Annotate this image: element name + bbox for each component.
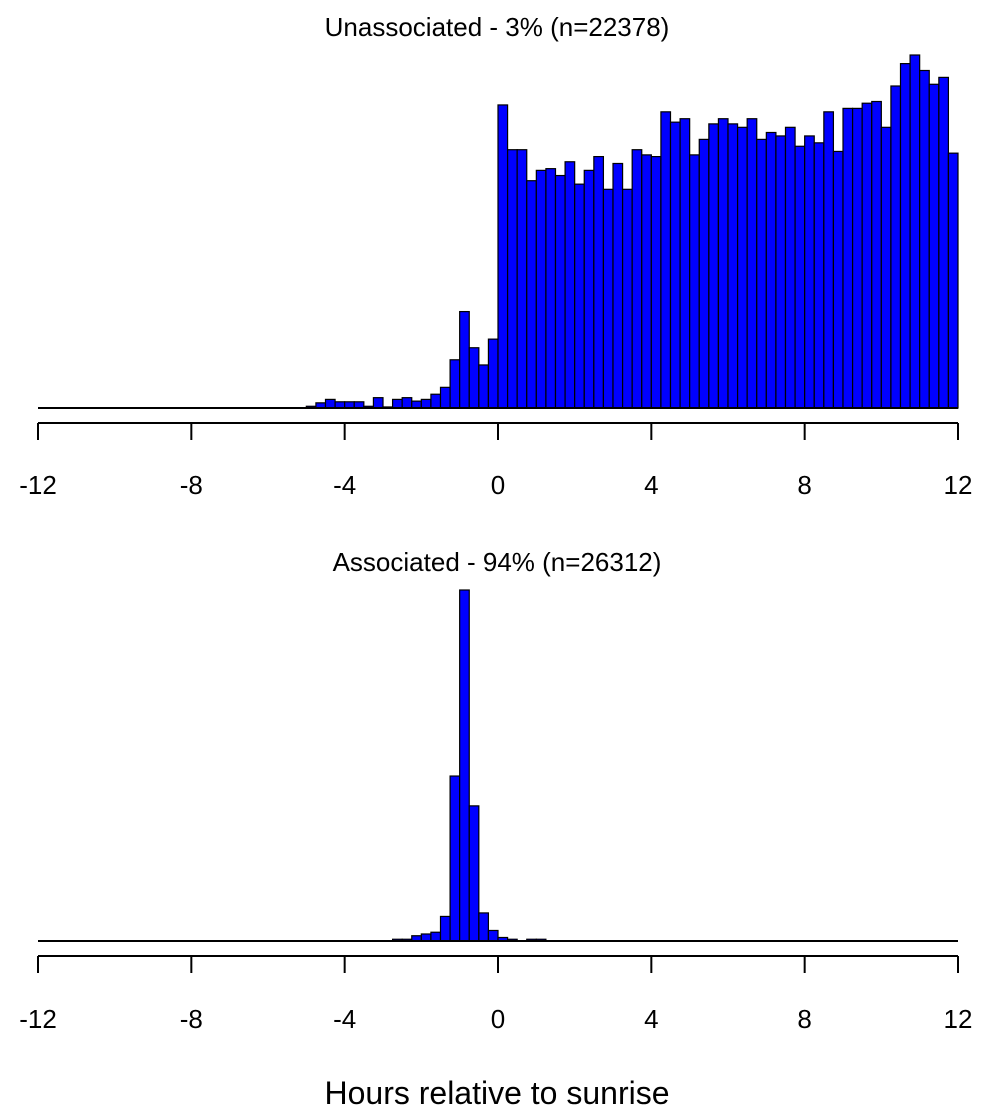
histogram-bar bbox=[890, 85, 902, 409]
histogram-bar bbox=[746, 118, 758, 409]
x-tick-label: 4 bbox=[644, 1004, 658, 1034]
histogram-bar bbox=[506, 149, 518, 409]
histogram-bar bbox=[698, 138, 710, 409]
x-tick-label: 8 bbox=[797, 1004, 811, 1034]
histogram-bar bbox=[391, 398, 403, 409]
x-tick-label: 8 bbox=[797, 470, 811, 500]
x-axis-label: Hours relative to sunrise bbox=[324, 1075, 669, 1111]
histogram-bar bbox=[468, 805, 480, 942]
histogram-bar bbox=[756, 138, 767, 409]
histogram-bar bbox=[832, 150, 844, 409]
x-tick-label: -8 bbox=[180, 470, 203, 500]
histogram-bar bbox=[871, 100, 882, 409]
histogram-bars-associated bbox=[391, 589, 547, 942]
x-axis-associated: -12 -8 -4 0 4 8 12 bbox=[19, 955, 973, 1034]
histogram-bar bbox=[842, 107, 854, 409]
histogram-bar bbox=[947, 152, 959, 409]
histogram-bars-unassociated bbox=[305, 54, 959, 409]
histogram-bar bbox=[813, 142, 825, 409]
x-tick-label: 12 bbox=[944, 1004, 973, 1034]
histogram-bar bbox=[928, 83, 940, 409]
x-tick-label: 12 bbox=[944, 470, 973, 500]
histogram-bar bbox=[430, 393, 442, 409]
histogram-bar bbox=[775, 135, 787, 409]
histogram-bar bbox=[411, 400, 422, 409]
x-axis-unassociated: -12 -8 -4 0 4 8 12 bbox=[19, 422, 973, 500]
histogram-bar bbox=[899, 63, 911, 409]
histogram-bar bbox=[784, 126, 796, 409]
histogram-bar bbox=[545, 168, 557, 409]
histogram-bar bbox=[919, 69, 930, 409]
histogram-bar bbox=[449, 775, 461, 942]
histogram-bar bbox=[765, 131, 777, 409]
x-tick-label: 0 bbox=[491, 1004, 505, 1034]
histogram-bar bbox=[420, 398, 432, 409]
histogram-bar bbox=[526, 180, 537, 409]
histogram-bar bbox=[439, 915, 451, 942]
x-tick-label: -12 bbox=[19, 1004, 57, 1034]
histogram-bar bbox=[717, 118, 729, 409]
x-tick-label: 0 bbox=[491, 470, 505, 500]
histogram-bar bbox=[401, 397, 413, 409]
histogram-bar bbox=[794, 145, 806, 409]
histogram-bar bbox=[516, 149, 528, 409]
panel-associated: Associated - 94% (n=26312) -12 -8 -4 0 4 8 12 bbox=[19, 547, 972, 1034]
histogram-bar bbox=[679, 118, 691, 409]
panel-title-unassociated: Unassociated - 3% (n=22378) bbox=[325, 12, 670, 42]
histogram-bar bbox=[861, 102, 873, 409]
histogram-bar bbox=[439, 386, 451, 409]
histogram-bar bbox=[420, 933, 432, 942]
histogram-bar bbox=[631, 149, 643, 409]
histogram-bar bbox=[660, 111, 672, 409]
x-tick-label: 4 bbox=[644, 470, 658, 500]
histogram-bar bbox=[641, 154, 652, 409]
histogram-bar bbox=[593, 155, 605, 409]
panel-title-associated: Associated - 94% (n=26312) bbox=[333, 547, 662, 577]
histogram-bar bbox=[736, 126, 748, 409]
x-tick-label: -12 bbox=[19, 470, 57, 500]
x-tick-label: -4 bbox=[333, 1004, 356, 1034]
histogram-bar bbox=[880, 126, 892, 409]
histogram-bar bbox=[574, 183, 585, 409]
histogram-bar bbox=[535, 169, 547, 409]
histogram-bar bbox=[583, 169, 595, 409]
histogram-bar bbox=[468, 347, 480, 409]
histogram-bar bbox=[621, 188, 633, 409]
histogram-bar bbox=[689, 154, 700, 409]
x-tick-label: -8 bbox=[180, 1004, 203, 1034]
histogram-bar bbox=[554, 174, 566, 409]
histogram-bar bbox=[851, 107, 863, 409]
histogram-bar bbox=[669, 121, 681, 409]
histogram-bar bbox=[459, 589, 470, 942]
histogram-bar bbox=[602, 188, 614, 409]
histogram-bar bbox=[938, 76, 950, 409]
histogram-bar bbox=[650, 155, 662, 409]
x-tick-label: -4 bbox=[333, 470, 356, 500]
histogram-bar bbox=[823, 111, 835, 409]
histogram-bar bbox=[324, 398, 336, 409]
histogram-bar bbox=[459, 310, 470, 409]
histogram-bar bbox=[804, 135, 815, 409]
histogram-bar bbox=[449, 359, 461, 409]
histogram-bar bbox=[612, 162, 624, 409]
histogram-bar bbox=[497, 104, 509, 409]
histogram-bar bbox=[372, 397, 384, 409]
histogram-bar bbox=[564, 161, 576, 409]
histogram-bar bbox=[487, 929, 499, 942]
histogram-bar bbox=[708, 123, 720, 409]
histogram-bar bbox=[478, 912, 490, 942]
histogram-bar bbox=[487, 338, 499, 409]
histogram-bar bbox=[909, 54, 921, 409]
histogram-bar bbox=[727, 123, 739, 409]
panel-unassociated: Unassociated - 3% (n=22378) -12 -8 -4 0 4 8 12 bbox=[19, 12, 972, 500]
histogram-bar bbox=[430, 931, 442, 942]
histogram-bar bbox=[478, 364, 490, 409]
